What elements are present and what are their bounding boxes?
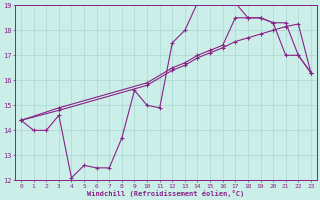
X-axis label: Windchill (Refroidissement éolien,°C): Windchill (Refroidissement éolien,°C) bbox=[87, 190, 244, 197]
